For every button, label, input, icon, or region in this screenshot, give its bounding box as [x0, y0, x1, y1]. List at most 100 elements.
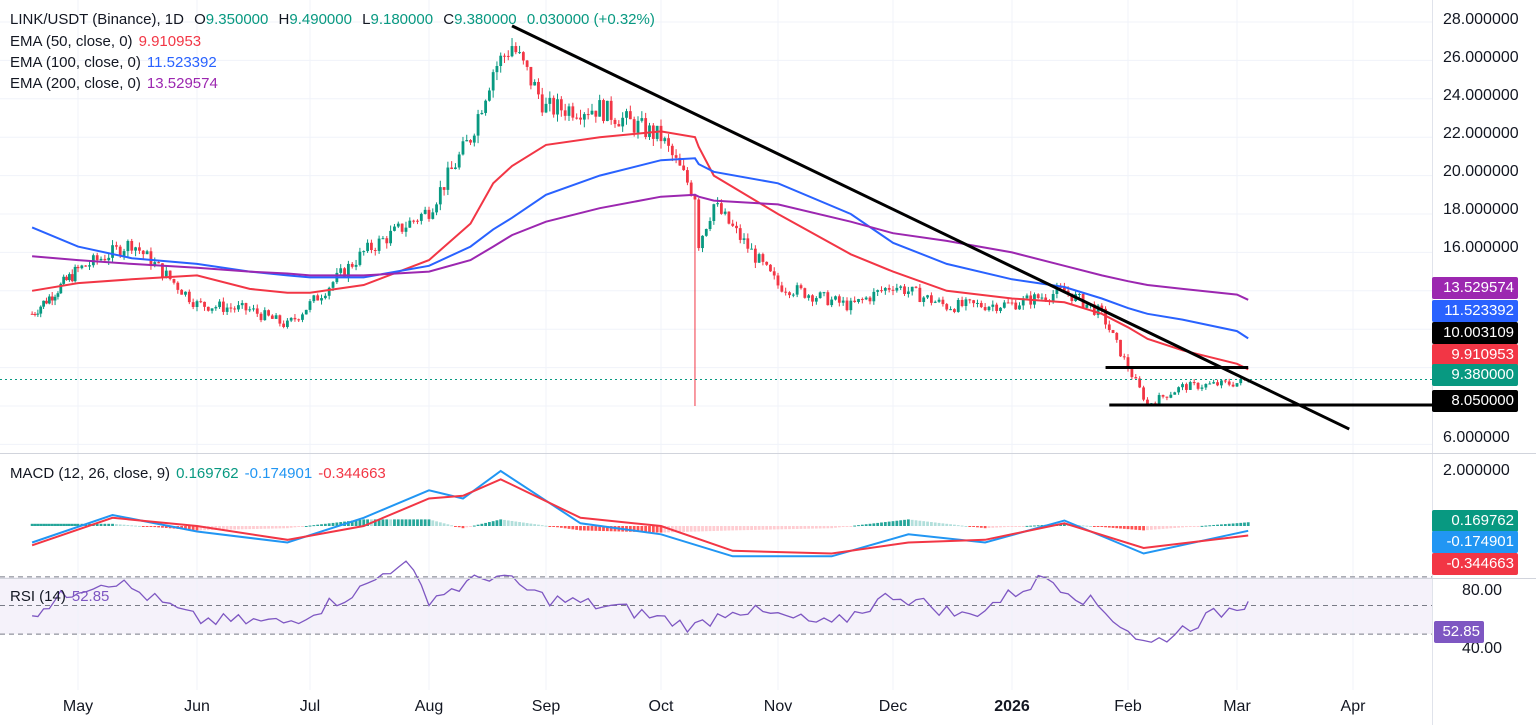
- time-tick: Mar: [1223, 698, 1251, 715]
- macd-histogram-bar: [918, 520, 922, 526]
- macd-histogram-bar: [70, 523, 74, 526]
- candle-body: [1096, 305, 1100, 315]
- macd-histogram-bar: [331, 522, 335, 526]
- macd-histogram-bar: [438, 522, 442, 526]
- macd-histogram-bar: [301, 526, 304, 527]
- candle-body: [472, 135, 476, 143]
- rsi-legend[interactable]: RSI (14) 52.85: [10, 586, 115, 607]
- macd-histogram-bar: [233, 526, 237, 530]
- macd-histogram-bar: [953, 524, 956, 526]
- macd-signal-value: -0.344663: [318, 465, 386, 482]
- macd-histogram-bar: [1192, 526, 1196, 527]
- macd-histogram-bar: [95, 523, 99, 526]
- candle-body: [559, 99, 563, 111]
- candle-body: [731, 223, 735, 226]
- candle-body: [1126, 357, 1130, 370]
- macd-histogram-bar: [1018, 526, 1021, 527]
- candle-body: [1018, 305, 1021, 310]
- macd-histogram-bar: [274, 526, 278, 529]
- candle-body: [625, 111, 628, 118]
- macd-histogram-bar: [1010, 526, 1014, 527]
- macd-histogram-bar: [1227, 523, 1231, 526]
- macd-histogram-bar: [1134, 526, 1138, 530]
- rsi-value: 52.85: [71, 588, 110, 605]
- candle-body: [366, 242, 369, 252]
- candle-body: [712, 204, 716, 222]
- candle-body: [469, 140, 472, 143]
- macd-histogram-bar: [632, 526, 636, 532]
- macd-histogram-bar: [693, 526, 697, 532]
- candle-body: [304, 309, 308, 315]
- macd-histogram-bar: [644, 526, 648, 533]
- candle-body: [408, 220, 412, 228]
- candle-body: [926, 295, 929, 298]
- macd-histogram-bar: [320, 524, 323, 526]
- macd-histogram-bar: [987, 526, 991, 528]
- macd-histogram-bar: [267, 526, 270, 529]
- candle-body: [575, 117, 579, 119]
- time-tick: Feb: [1114, 698, 1142, 715]
- candle-body: [122, 251, 126, 256]
- ema100-legend[interactable]: EMA (100, close, 0) 11.523392: [10, 52, 223, 73]
- macd-histogram-bar: [548, 526, 552, 527]
- macd-histogram-bar: [1212, 524, 1216, 526]
- pane-separator-rsi[interactable]: [0, 578, 1536, 579]
- main-legend[interactable]: LINK/USDT (Binance), 1D O9.350000 H9.490…: [10, 9, 661, 30]
- macd-legend[interactable]: MACD (12, 26, close, 9) 0.169762 -0.174901…: [10, 463, 392, 484]
- candle-body: [320, 298, 323, 301]
- macd-histogram-bar: [1085, 525, 1089, 527]
- price-tick: 18.000000: [1443, 201, 1519, 218]
- macd-histogram-bar: [36, 523, 40, 526]
- pane-separator-macd[interactable]: [0, 453, 1536, 454]
- candle-body: [206, 306, 210, 311]
- macd-histogram-bar: [708, 526, 712, 532]
- macd-histogram-bar: [308, 525, 312, 527]
- candle-body: [602, 100, 605, 122]
- candle-body: [636, 120, 640, 133]
- macd-histogram-bar: [510, 520, 514, 526]
- candle-body: [632, 119, 636, 133]
- candle-body: [1200, 387, 1204, 389]
- macd-histogram-bar: [929, 522, 933, 526]
- candle-body: [70, 274, 74, 282]
- time-tick: Sep: [531, 698, 561, 715]
- macd-histogram-bar: [184, 526, 187, 530]
- candle-body: [107, 257, 111, 261]
- rsi-tick: 80.00: [1462, 582, 1503, 599]
- candle-body: [343, 268, 346, 277]
- candle-body: [663, 138, 667, 142]
- candle-body: [1196, 382, 1200, 389]
- macd-histogram-bar: [719, 526, 723, 531]
- ema200-legend[interactable]: EMA (200, close, 0) 13.529574: [10, 73, 224, 94]
- macd-histogram-bar: [780, 526, 784, 530]
- candle-body: [141, 250, 145, 255]
- candle-body: [689, 182, 693, 195]
- candle-body: [312, 295, 316, 302]
- macd-histogram-bar: [735, 526, 738, 531]
- macd-histogram-bar: [499, 519, 503, 526]
- macd-histogram-bar: [423, 519, 427, 526]
- candle-body: [1208, 383, 1212, 385]
- candle-body: [499, 55, 503, 66]
- macd-histogram-bar: [1161, 526, 1165, 529]
- candle-body: [389, 230, 393, 244]
- macd-histogram-bar: [537, 524, 540, 526]
- macd-histogram-bar: [362, 519, 366, 526]
- macd-histogram-bar: [750, 526, 753, 530]
- candle-body: [834, 296, 837, 300]
- macd-histogram-bar: [1040, 525, 1044, 527]
- macd-histogram-bar: [807, 526, 811, 529]
- candle-body: [723, 211, 727, 214]
- candle-body: [895, 287, 899, 291]
- candle-body: [237, 305, 240, 310]
- symbol-label[interactable]: LINK/USDT (Binance), 1D: [10, 11, 184, 28]
- macd-histogram-bar: [377, 519, 381, 526]
- ema50-legend[interactable]: EMA (50, close, 0) 9.910953: [10, 31, 207, 52]
- macd-histogram-bar: [899, 520, 903, 526]
- macd-line-value: -0.174901: [244, 465, 313, 482]
- candle-body: [922, 297, 926, 302]
- candle-body: [1165, 396, 1169, 398]
- macd-histogram-bar: [145, 526, 149, 527]
- macd-histogram-bar: [316, 524, 320, 526]
